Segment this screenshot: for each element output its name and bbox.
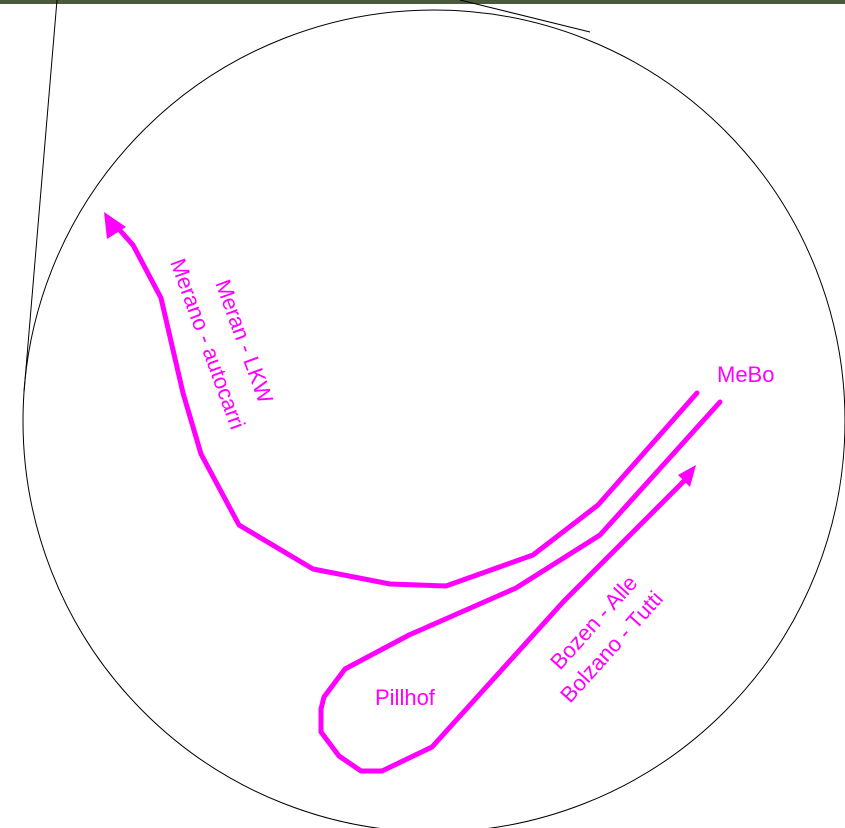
callout-line-left	[23, 0, 58, 393]
detail-circle	[22, 9, 845, 828]
arrow-head-bozen	[678, 465, 696, 487]
route-to-meran[interactable]	[114, 224, 700, 589]
arrow-head-meran	[104, 212, 126, 239]
label-pillhof: Pillhof	[375, 685, 436, 710]
aerial-image-strip	[0, 0, 845, 4]
route-to-bozen[interactable]	[318, 399, 723, 774]
label-mebo: MeBo	[717, 362, 774, 387]
callout-line-right	[459, 0, 591, 33]
